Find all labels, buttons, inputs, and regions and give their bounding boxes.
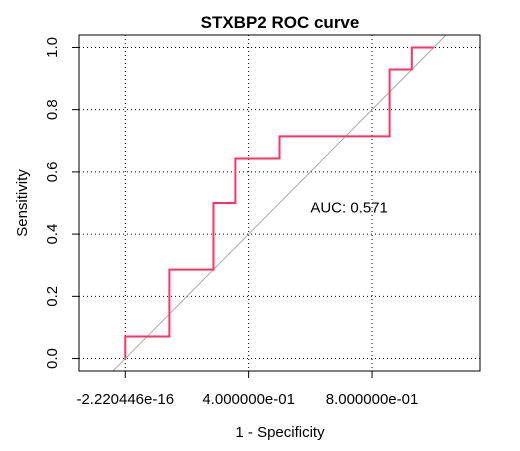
- y-tick-label: 0.2: [44, 286, 61, 307]
- x-tick-label: 8.000000e-01: [326, 391, 419, 408]
- x-tick-label: -2.220446e-16: [76, 391, 174, 408]
- auc-annotation: AUC: 0.571: [310, 199, 388, 216]
- roc-curve-line: [124, 46, 434, 359]
- y-tick-label: 1.0: [44, 37, 61, 58]
- chart-title: STXBP2 ROC curve: [201, 13, 360, 32]
- x-tick-label: 4.000000e-01: [202, 391, 295, 408]
- grid-lines: [79, 35, 480, 371]
- y-axis-label: Sensitivity: [14, 169, 31, 237]
- x-axis: -2.220446e-16 4.000000e-01 8.000000e-01: [76, 370, 419, 408]
- y-tick-label: 0.0: [44, 348, 61, 369]
- y-tick-label: 0.6: [44, 161, 61, 182]
- x-axis-label: 1 - Specificity: [235, 424, 325, 441]
- reference-diagonal: [112, 34, 447, 372]
- y-axis: 0.0 0.2 0.4 0.6 0.8 1.0: [44, 37, 80, 369]
- y-tick-label: 0.4: [44, 224, 61, 245]
- y-tick-label: 0.8: [44, 99, 61, 120]
